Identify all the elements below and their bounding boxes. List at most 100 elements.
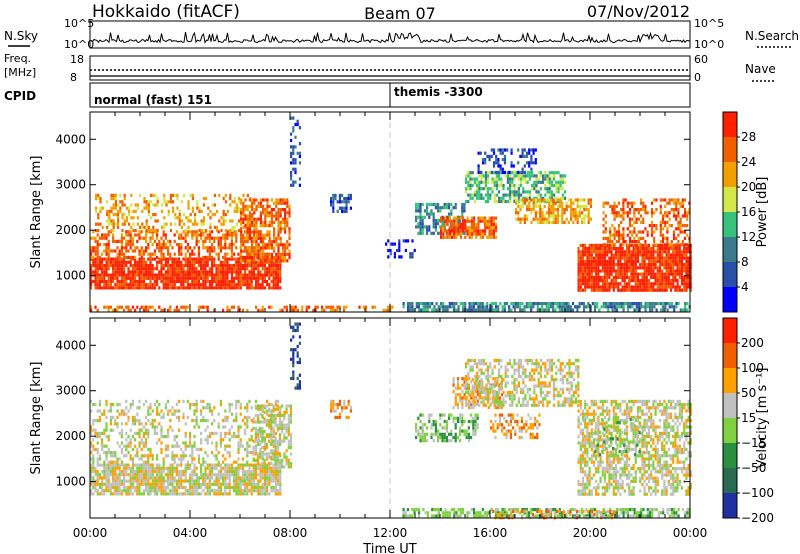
colorbar-tick-label: 4 [741, 280, 749, 294]
scatter-region-9 [465, 171, 567, 204]
noise-trace [90, 31, 690, 44]
velocity-y-axis: 1000 2000 3000 4000 [55, 338, 690, 489]
time-tick-label: 00:00 [73, 526, 108, 540]
scatter-region-0 [90, 463, 282, 496]
colorbar-swatch [723, 162, 737, 187]
velocity-colorbar: 200 100 50 15 −15 −50 −100 −200 [722, 317, 774, 525]
scatter-region-5 [415, 413, 479, 443]
time-axis-label: Time UT [362, 542, 416, 554]
nave-tick-bottom: 0 [694, 71, 701, 84]
colorbar-tick-label: 50 [741, 386, 756, 400]
beam-title: Beam 07 [364, 4, 436, 23]
velocity-heatmap [90, 322, 692, 520]
colorbar-tick-label: 100 [741, 361, 764, 375]
scatter-region-4 [290, 116, 301, 187]
scatter-region-3 [240, 198, 291, 263]
power-colorbar-label: Power [dB] [755, 177, 770, 248]
scatter-region-7 [490, 413, 541, 440]
freq-panel: Freq. [MHz] 18 8 60 0 Nave [4, 52, 776, 84]
nave-label: Nave [745, 62, 776, 76]
scatter-region-8 [440, 216, 498, 239]
scatter-region-1 [90, 399, 282, 464]
scatter-region-3 [290, 322, 301, 390]
colorbar-swatch [723, 237, 737, 262]
time-tick-label: 04:00 [173, 526, 208, 540]
scatter-region-5 [330, 193, 352, 213]
noise-tick-left-bottom: 10^0 [64, 38, 94, 51]
power-ylabel: Slant Range [km] [29, 156, 44, 269]
y-tick-label: 3000 [55, 178, 86, 192]
y-tick-label: 2000 [55, 223, 86, 237]
colorbar-swatch [723, 468, 737, 493]
colorbar-swatch [723, 318, 737, 343]
colorbar-tick-label: −100 [741, 486, 774, 500]
colorbar-swatch [723, 443, 737, 468]
velocity-ylabel: Slant Range [km] [29, 362, 44, 475]
colorbar-tick-label: −50 [741, 461, 766, 475]
noise-tick-left-top: 10^5 [64, 17, 94, 30]
scatter-region-15 [90, 305, 394, 312]
y-tick-label: 1000 [55, 269, 86, 283]
time-tick-label: 08:00 [273, 526, 308, 540]
noise-tick-right-top: 10^5 [694, 17, 724, 30]
power-y-axis: 1000 2000 3000 4000 [55, 132, 690, 283]
freq-tick-top: 18 [70, 53, 84, 66]
noise-tick-right-bottom: 10^0 [694, 38, 724, 51]
colorbar-swatch [723, 368, 737, 393]
cpid-mode-1: normal (fast) 151 [94, 93, 212, 107]
cpid-mode-2: themis -3300 [394, 85, 483, 99]
time-tick-label: 12:00 [373, 526, 408, 540]
scatter-region-10 [477, 148, 537, 174]
power-colorbar: 4 8 12 16 20 24 28 [722, 111, 756, 313]
cpid-label: CPID [4, 89, 36, 103]
colorbar-tick-label: 12 [741, 230, 756, 244]
power-heatmap [90, 116, 692, 312]
power-panel: 1000 2000 3000 4000 Slant Range [km] 4 8 12 16… [29, 111, 770, 313]
station-title: Hokkaido (fitACF) [92, 2, 240, 22]
scatter-region-8 [465, 358, 580, 407]
time-tick-label: 20:00 [573, 526, 608, 540]
colorbar-swatch [723, 212, 737, 237]
y-tick-label: 4000 [55, 132, 86, 146]
colorbar-tick-label: 16 [741, 205, 756, 219]
y-tick-label: 1000 [55, 475, 86, 489]
colorbar-swatch [723, 393, 737, 418]
time-tick-label: 00:00 [673, 526, 708, 540]
scatter-region-2 [252, 404, 293, 469]
y-tick-label: 4000 [55, 338, 86, 352]
noise-panel: N.Sky N.Search 10^5 10^0 10^5 10^0 [4, 17, 799, 51]
colorbar-swatch [723, 287, 737, 312]
y-tick-label: 3000 [55, 384, 86, 398]
colorbar-swatch [723, 137, 737, 162]
date-title: 07/Nov/2012 [587, 2, 690, 21]
scatter-region-12 [577, 243, 692, 292]
velocity-colorbar-label: Velocity [m s⁻¹] [755, 368, 770, 469]
freq-tick-bottom: 8 [70, 71, 77, 84]
colorbar-swatch [723, 493, 737, 518]
colorbar-tick-label: 24 [741, 155, 756, 169]
scatter-region-11 [515, 198, 592, 224]
nave-tick-top: 60 [694, 53, 708, 66]
colorbar-swatch [723, 112, 737, 137]
colorbar-tick-label: 28 [741, 130, 756, 144]
scatter-region-13 [602, 198, 691, 247]
scatter-region-9 [577, 399, 692, 496]
colorbar-tick-label: 15 [741, 411, 756, 425]
y-tick-label: 2000 [55, 429, 86, 443]
time-tick-label: 16:00 [473, 526, 508, 540]
scatter-region-4 [330, 399, 352, 419]
cpid-panel: CPID normal (fast) 151 themis -3300 [4, 82, 691, 108]
scatter-region-10 [590, 418, 641, 457]
colorbar-tick-label: −15 [741, 436, 766, 450]
colorbar-tick-label: 200 [741, 336, 764, 350]
noise-search-label: N.Search [745, 29, 799, 43]
velocity-x-ticks [89, 318, 691, 518]
colorbar-swatch [723, 262, 737, 287]
colorbar-tick-label: 20 [741, 180, 756, 194]
time-axis: 00:00 04:00 08:00 12:00 16:00 20:00 00:00 [73, 526, 708, 540]
scatter-region-1 [90, 230, 271, 259]
colorbar-swatch [723, 418, 737, 443]
velocity-panel: 1000 2000 3000 4000 Slant Range [km] 200 100… [29, 317, 774, 525]
freq-label-line1: Freq. [4, 52, 31, 65]
colorbar-tick-label: 8 [741, 255, 749, 269]
